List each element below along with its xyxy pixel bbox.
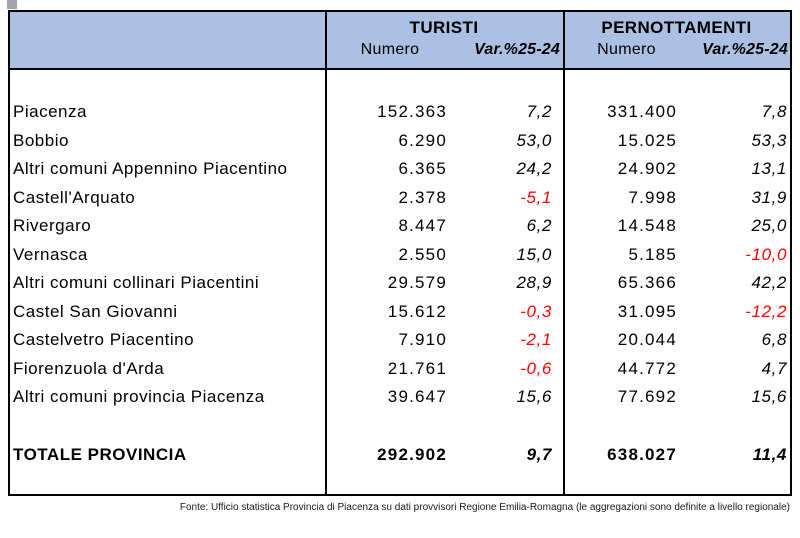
turisti-var-cell: -2,1	[520, 330, 552, 350]
turisti-numero-cell: 15.612	[387, 301, 447, 321]
row-label: Castel San Giovanni	[13, 301, 178, 321]
source-note: Fonte: Ufficio statistica Provincia di P…	[179, 502, 790, 513]
turisti-numero-cell: 21.761	[387, 358, 447, 378]
table-row: Castelvetro Piacentino 7.910 -2,1 20.044…	[10, 326, 790, 355]
pernottamenti-var-cell: 53,3	[751, 130, 787, 150]
pernottamenti-var-cell: 31,9	[751, 187, 787, 207]
pernottamenti-numero-cell: 24.902	[617, 159, 677, 179]
pernottamenti-var-cell: 25,0	[751, 216, 787, 236]
row-label: Altri comuni collinari Piacentini	[13, 273, 260, 293]
pernottamenti-var-cell: 42,2	[751, 273, 787, 293]
pernottamenti-numero-cell: 14.548	[617, 216, 677, 236]
turisti-var-cell: -0,6	[520, 358, 552, 378]
pernottamenti-numero-cell: 44.772	[617, 358, 677, 378]
turisti-numero-cell: 152.363	[377, 102, 447, 122]
row-label: Castelvetro Piacentino	[13, 330, 195, 350]
header-pernottamenti-numero: Numero	[597, 41, 656, 58]
header-pernottamenti: PERNOTTAMENTI	[601, 18, 752, 37]
turisti-var-cell: 53,0	[516, 130, 552, 150]
pernottamenti-numero-cell: 331.400	[607, 102, 677, 122]
pernottamenti-numero-cell: 31.095	[617, 301, 677, 321]
turisti-var-cell: 15,0	[516, 244, 552, 264]
row-label: Fiorenzuola d'Arda	[13, 358, 165, 378]
turisti-var-cell: 6,2	[526, 216, 552, 236]
turisti-var-cell: -0,3	[520, 301, 552, 321]
total-pernottamenti-var: 11,4	[752, 444, 787, 464]
table-row: Rivergaro 8.447 6,2 14.548 25,0	[10, 212, 790, 241]
turisti-var-cell: -5,1	[520, 187, 552, 207]
total-turisti-var: 9,7	[526, 444, 552, 464]
turisti-numero-cell: 2.378	[398, 187, 447, 207]
table-body: Piacenza 152.363 7,2 331.400 7,8 Bobbio …	[10, 70, 790, 469]
pernottamenti-numero-cell: 7.998	[628, 187, 677, 207]
turisti-numero-cell: 8.447	[398, 216, 447, 236]
table-row: Altri comuni Appennino Piacentino 6.365 …	[10, 155, 790, 184]
table-row: Bobbio 6.290 53,0 15.025 53,3	[10, 127, 790, 156]
pernottamenti-numero-cell: 20.044	[617, 330, 677, 350]
turisti-numero-cell: 29.579	[387, 273, 447, 293]
header-turisti-numero: Numero	[360, 41, 420, 58]
table-row: Vernasca 2.550 15,0 5.185 -10,0	[10, 241, 790, 270]
pernottamenti-var-cell: 15,6	[751, 387, 787, 407]
pernottamenti-numero-cell: 5.185	[628, 244, 677, 264]
pernottamenti-var-cell: 6,8	[761, 330, 787, 350]
header-turisti: TURISTI	[409, 18, 479, 37]
pernottamenti-var-cell: 4,7	[761, 358, 787, 378]
total-row: TOTALE PROVINCIA 292.902 9,7 638.027 11,…	[10, 441, 790, 470]
column-divider-2	[563, 12, 565, 494]
row-label: Altri comuni provincia Piacenza	[13, 387, 265, 407]
turisti-numero-cell: 6.365	[398, 159, 447, 179]
turisti-numero-cell: 39.647	[387, 387, 447, 407]
row-label: Piacenza	[13, 102, 87, 122]
table-row: Altri comuni collinari Piacentini 29.579…	[10, 269, 790, 298]
turisti-numero-cell: 2.550	[398, 244, 447, 264]
turisti-var-cell: 28,9	[516, 273, 552, 293]
row-label: Vernasca	[13, 244, 88, 264]
header-pernottamenti-var: Var.%25-24	[702, 41, 788, 58]
total-turisti-numero: 292.902	[377, 444, 447, 464]
table-row: Altri comuni provincia Piacenza 39.647 1…	[10, 383, 790, 412]
pernottamenti-var-cell: -10,0	[745, 244, 787, 264]
turisti-numero-cell: 7.910	[398, 330, 447, 350]
turisti-var-cell: 7,2	[526, 102, 552, 122]
row-label: Altri comuni Appennino Piacentino	[13, 159, 288, 179]
turisti-var-cell: 24,2	[516, 159, 552, 179]
table-row: Fiorenzuola d'Arda 21.761 -0,6 44.772 4,…	[10, 355, 790, 384]
pernottamenti-numero-cell: 15.025	[617, 130, 677, 150]
pernottamenti-var-cell: -12,2	[745, 301, 787, 321]
total-label: TOTALE PROVINCIA	[13, 444, 187, 464]
table-row: Piacenza 152.363 7,2 331.400 7,8	[10, 98, 790, 127]
tourism-stats-table: TURISTI PERNOTTAMENTI Numero Var.%25-24 …	[8, 10, 792, 496]
header-spacer	[10, 36, 325, 66]
table-row: Castel San Giovanni 15.612 -0,3 31.095 -…	[10, 298, 790, 327]
table-header-groups: TURISTI PERNOTTAMENTI	[10, 12, 790, 37]
screenshot-artifact	[7, 0, 17, 9]
pernottamenti-var-cell: 7,8	[761, 102, 787, 122]
row-label: Castell'Arquato	[13, 187, 136, 207]
pernottamenti-numero-cell: 77.692	[617, 387, 677, 407]
table-header: TURISTI PERNOTTAMENTI Numero Var.%25-24 …	[10, 12, 790, 70]
column-divider-1	[325, 12, 327, 494]
turisti-numero-cell: 6.290	[398, 130, 447, 150]
total-pernottamenti-numero: 638.027	[607, 444, 677, 464]
row-label: Bobbio	[13, 130, 69, 150]
row-label: Rivergaro	[13, 216, 92, 236]
pernottamenti-numero-cell: 65.366	[617, 273, 677, 293]
pernottamenti-var-cell: 13,1	[751, 159, 787, 179]
table-row: Castell'Arquato 2.378 -5,1 7.998 31,9	[10, 184, 790, 213]
table-header-subcolumns: Numero Var.%25-24 Numero Var.%25-24	[10, 36, 790, 66]
header-turisti-var: Var.%25-24	[474, 41, 560, 58]
turisti-var-cell: 15,6	[516, 387, 552, 407]
